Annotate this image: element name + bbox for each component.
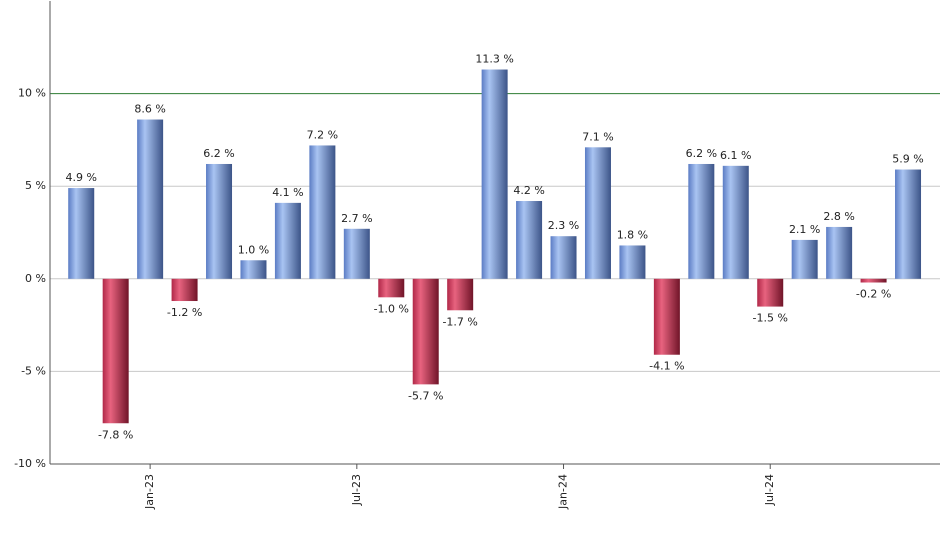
bar [791, 239, 818, 279]
value-label: -0.2 % [856, 288, 891, 301]
value-label: 6.1 % [720, 149, 751, 162]
y-tick-label: 5 % [25, 179, 46, 192]
value-label: 2.7 % [341, 212, 372, 225]
bar [274, 202, 301, 279]
value-label: -4.1 % [649, 360, 684, 373]
bar [688, 163, 715, 279]
bar [137, 119, 164, 279]
bar [343, 228, 370, 279]
bar [378, 278, 405, 298]
bar [516, 201, 543, 279]
bar [619, 245, 646, 279]
value-label: 5.9 % [892, 153, 923, 166]
bar [206, 163, 233, 279]
value-label: 4.2 % [513, 184, 544, 197]
bar [757, 278, 784, 307]
bar [722, 165, 749, 279]
value-label: -1.5 % [753, 312, 788, 325]
bar [68, 188, 95, 279]
bar [895, 169, 922, 279]
bar [584, 147, 611, 279]
x-tick-label: Jan-23 [143, 474, 156, 510]
value-label: -1.7 % [442, 315, 477, 328]
bar [171, 278, 198, 302]
value-label: 2.3 % [548, 219, 579, 232]
bar [412, 278, 439, 385]
bar [653, 278, 680, 355]
value-label: -1.2 % [167, 306, 202, 319]
bar [240, 260, 267, 279]
y-tick-label: 10 % [18, 87, 46, 100]
bar [826, 226, 853, 279]
x-tick-label: Jan-24 [557, 474, 570, 510]
value-label: 11.3 % [475, 53, 513, 66]
value-label: 6.2 % [686, 147, 717, 160]
value-label: 4.1 % [272, 186, 303, 199]
bar [860, 278, 887, 283]
x-tick-label: Jul-24 [763, 474, 776, 506]
value-label: 8.6 % [134, 103, 165, 116]
bar [102, 278, 129, 424]
y-tick-label: -10 % [14, 457, 46, 470]
value-label: -7.8 % [98, 428, 133, 441]
value-label: 1.0 % [238, 243, 269, 256]
value-label: 4.9 % [65, 171, 96, 184]
bar [550, 236, 577, 279]
x-tick-label: Jul-23 [350, 474, 363, 506]
bar [447, 278, 474, 311]
bar [309, 145, 336, 279]
y-tick-label: -5 % [21, 364, 46, 377]
value-label: 7.1 % [582, 130, 613, 143]
value-label: 6.2 % [203, 147, 234, 160]
value-label: 2.1 % [789, 223, 820, 236]
bar [481, 69, 508, 279]
value-label: 7.2 % [307, 128, 338, 141]
value-label: 1.8 % [617, 228, 648, 241]
value-label: 2.8 % [823, 210, 854, 223]
y-tick-label: 0 % [25, 272, 46, 285]
value-label: -5.7 % [408, 389, 443, 402]
value-label: -1.0 % [374, 302, 409, 315]
